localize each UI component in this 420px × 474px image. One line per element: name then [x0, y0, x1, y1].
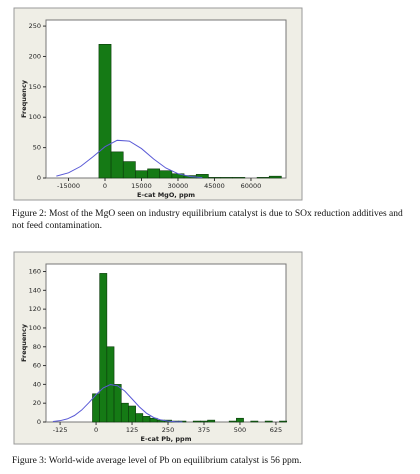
x-tick-label: 375	[198, 426, 210, 434]
y-axis-label: Frequency	[20, 79, 28, 118]
bar	[250, 420, 259, 423]
x-tick-label: 0	[103, 182, 107, 190]
bar	[256, 177, 270, 179]
x-tick-label: 500	[234, 426, 246, 434]
y-axis-label: Frequency	[20, 323, 28, 362]
x-tick-label: -125	[53, 426, 68, 434]
y-tick-label: 80	[33, 343, 41, 351]
plot-area	[45, 263, 287, 423]
fit-curve	[52, 384, 183, 423]
bar	[142, 416, 151, 423]
fit-curve	[56, 139, 203, 179]
bar	[113, 384, 122, 423]
chart: 0 50 100 150 200 250 -15000 0 15000 30000 45000 600…	[13, 7, 303, 201]
y-tick-label: 140	[29, 286, 41, 294]
bar	[208, 177, 221, 179]
bar	[220, 177, 234, 179]
caption: Figure 2: Most of the MgO seen on indust…	[12, 209, 403, 231]
bar	[98, 44, 112, 179]
y-tick-label: 160	[29, 268, 41, 276]
y-tick-label: 250	[29, 22, 41, 30]
y-tick-label: 200	[29, 52, 41, 60]
x-tick-label: 125	[126, 426, 138, 434]
x-axis-label: E-cat Pb, ppm	[141, 435, 192, 443]
x-tick-label: 45000	[204, 182, 225, 190]
y-tick-label: 0	[37, 418, 41, 426]
y-tick-label: 120	[29, 305, 41, 313]
bar	[207, 419, 216, 423]
bar	[147, 168, 161, 179]
bar	[200, 420, 208, 423]
y-tick-label: 150	[29, 83, 41, 91]
x-tick-label: 625	[270, 426, 282, 434]
bar	[268, 175, 282, 179]
y-tick-label: 100	[29, 324, 41, 332]
x-tick-label: 250	[162, 426, 174, 434]
caption: Figure 3: World-wide average level of Pb…	[12, 456, 302, 466]
x-tick-label: 60000	[241, 182, 262, 190]
chart: 0 20 40 60 80 100 120 140 160 -125 0 125 250 375 500 62…	[13, 251, 303, 445]
bar	[192, 420, 201, 423]
bar	[135, 413, 144, 423]
bar	[110, 151, 124, 179]
x-tick-label: 15000	[131, 182, 152, 190]
y-tick-label: 60	[33, 362, 41, 370]
bar	[228, 420, 237, 423]
y-tick-label: 50	[33, 144, 41, 152]
plot-area	[45, 19, 287, 179]
bar	[122, 161, 136, 179]
bar	[279, 420, 288, 423]
bar	[135, 170, 148, 179]
x-tick-label: -15000	[57, 182, 80, 190]
bar	[236, 417, 244, 423]
bar	[99, 273, 108, 423]
bar	[195, 174, 209, 179]
y-tick-label: 20	[33, 399, 41, 407]
bar	[120, 402, 129, 423]
x-axis-label: E-cat MgO, ppm	[137, 191, 195, 199]
y-tick-label: 0	[37, 174, 41, 182]
y-tick-label: 100	[29, 113, 41, 121]
bar	[232, 177, 246, 179]
x-tick-label: 30000	[168, 182, 189, 190]
bar	[159, 170, 173, 179]
bar	[264, 420, 273, 423]
bar	[128, 405, 136, 423]
x-tick-label: 0	[94, 426, 98, 434]
y-tick-label: 40	[33, 380, 41, 388]
